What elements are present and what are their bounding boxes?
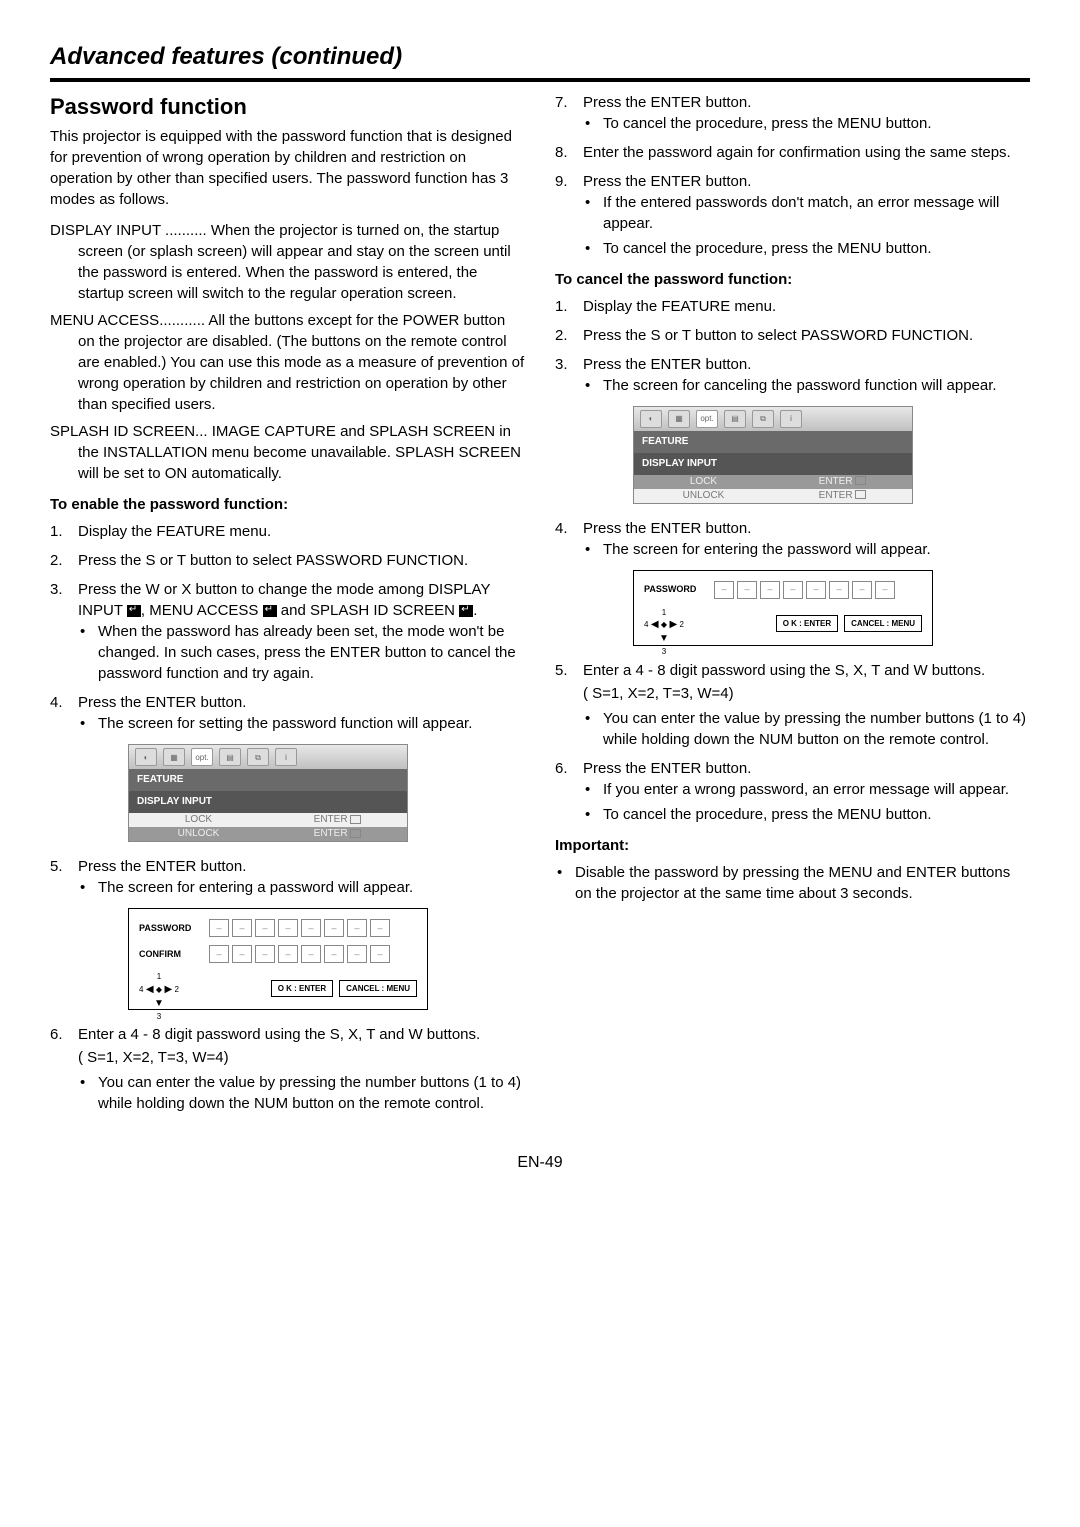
step-4-bullet: The screen for setting the password func… — [78, 713, 525, 734]
enter-icon — [855, 490, 866, 499]
feature-menu-lock: ◐ ▦ opt. ▤ ⧉ i FEATURE DISPLAY INPUT LOC… — [128, 744, 408, 842]
pwd-label: PASSWORD — [644, 583, 714, 596]
cancel-step-6-bullet-2: To cancel the procedure, press the MENU … — [583, 804, 1030, 825]
cancel-step-3-bullet: The screen for canceling the password fu… — [583, 375, 1030, 396]
cancel-button: CANCEL : MENU — [339, 980, 417, 997]
cancel-step-4-bullet: The screen for entering the password wil… — [583, 539, 1030, 560]
menu-item-lock-selected: LOCK ENTER — [634, 475, 912, 489]
page-header: Advanced features (continued) — [50, 40, 1030, 82]
menu-tabs: ◐ ▦ opt. ▤ ⧉ i — [634, 407, 912, 431]
cancel-step-4: Press the ENTER button. The screen for e… — [555, 518, 1030, 646]
intro-text: This projector is equipped with the pass… — [50, 126, 525, 210]
tab-icon: ▤ — [219, 748, 241, 766]
menu-header-display-input: DISPLAY INPUT — [129, 791, 407, 813]
step-2: Press the S or T button to select PASSWO… — [50, 550, 525, 571]
step-9: Press the ENTER button. If the entered p… — [555, 171, 1030, 259]
cancel-step-5-bullet: You can enter the value by pressing the … — [583, 708, 1030, 750]
tab-icon: ⧉ — [247, 748, 269, 766]
mode-label: MENU ACCESS........... — [50, 312, 205, 329]
tab-icon: ⧉ — [752, 410, 774, 428]
menu-item-lock: LOCK ENTER — [129, 813, 407, 827]
page-number: EN-49 — [50, 1152, 1030, 1174]
menu-item-unlock: UNLOCK ENTER — [634, 489, 912, 503]
cancel-step-6: Press the ENTER button. If you enter a w… — [555, 758, 1030, 825]
tab-icon-active: opt. — [191, 748, 213, 766]
step-6-bullet: You can enter the value by pressing the … — [78, 1072, 525, 1114]
important-heading: Important: — [555, 835, 1030, 856]
pwd-dashes: –––––––– — [714, 581, 895, 599]
step-1: Display the FEATURE menu. — [50, 521, 525, 542]
step-7-bullet: To cancel the procedure, press the MENU … — [583, 113, 1030, 134]
tab-icon: ▦ — [668, 410, 690, 428]
cancel-step-3: Press the ENTER button. The screen for c… — [555, 354, 1030, 504]
cancel-step-2: Press the S or T button to select PASSWO… — [555, 325, 1030, 346]
enter-icon — [350, 815, 361, 824]
tab-icon: i — [275, 748, 297, 766]
mode-splash-id: SPLASH ID SCREEN... IMAGE CAPTURE and SP… — [50, 421, 525, 484]
cancel-button: CANCEL : MENU — [844, 615, 922, 632]
step-4: Press the ENTER button. The screen for s… — [50, 692, 525, 842]
enter-icon — [350, 829, 361, 838]
enter-icon — [127, 605, 141, 617]
enter-icon — [263, 605, 277, 617]
tab-icon-active: opt. — [696, 410, 718, 428]
feature-menu-unlock: ◐ ▦ opt. ▤ ⧉ i FEATURE DISPLAY INPUT LOC… — [633, 406, 913, 504]
tab-icon: ▦ — [163, 748, 185, 766]
cancel-heading: To cancel the password function: — [555, 269, 1030, 290]
enter-icon — [459, 605, 473, 617]
ok-button: O K : ENTER — [776, 615, 838, 632]
step-9-bullet-2: To cancel the procedure, press the MENU … — [583, 238, 1030, 259]
menu-header-feature: FEATURE — [129, 769, 407, 791]
tab-icon: ◐ — [135, 748, 157, 766]
menu-tabs: ◐ ▦ opt. ▤ ⧉ i — [129, 745, 407, 769]
menu-item-unlock-selected: UNLOCK ENTER — [129, 827, 407, 841]
tab-icon: ◐ — [640, 410, 662, 428]
step-3-bullet: When the password has already been set, … — [78, 621, 525, 684]
tab-icon: i — [780, 410, 802, 428]
password-confirm-box: PASSWORD –––––––– CONFIRM –––––––– 1 — [128, 908, 428, 1010]
password-box: PASSWORD –––––––– 1 4◀◆▶2 ▼ 3 — [633, 570, 933, 646]
button-mapping: ( S=1, X=2, T=3, W=4) — [583, 683, 1030, 704]
step-5-bullet: The screen for entering a password will … — [78, 877, 525, 898]
menu-header-display-input: DISPLAY INPUT — [634, 453, 912, 475]
mode-menu-access: MENU ACCESS........... All the buttons e… — [50, 310, 525, 415]
mode-label: SPLASH ID SCREEN... — [50, 423, 208, 440]
enter-icon — [855, 476, 866, 485]
step-3: Press the W or X button to change the mo… — [50, 579, 525, 684]
ok-button: O K : ENTER — [271, 980, 333, 997]
step-8: Enter the password again for confirmatio… — [555, 142, 1030, 163]
cancel-step-6-bullet-1: If you enter a wrong password, an error … — [583, 779, 1030, 800]
cancel-step-5: Enter a 4 - 8 digit password using the S… — [555, 660, 1030, 750]
section-title: Password function — [50, 92, 525, 123]
button-mapping: ( S=1, X=2, T=3, W=4) — [78, 1047, 525, 1068]
step-9-bullet-1: If the entered passwords don't match, an… — [583, 192, 1030, 234]
step-5: Press the ENTER button. The screen for e… — [50, 856, 525, 1010]
mode-label: DISPLAY INPUT .......... — [50, 222, 207, 239]
pwd-dashes: –––––––– — [209, 919, 390, 937]
confirm-dashes: –––––––– — [209, 945, 390, 963]
tab-icon: ▤ — [724, 410, 746, 428]
pwd-label: PASSWORD — [139, 922, 209, 935]
mode-display-input: DISPLAY INPUT .......... When the projec… — [50, 220, 525, 304]
step-6: Enter a 4 - 8 digit password using the S… — [50, 1024, 525, 1114]
dpad-icon: 1 4◀◆▶2 ▼ 3 — [644, 607, 684, 641]
cancel-step-1: Display the FEATURE menu. — [555, 296, 1030, 317]
confirm-label: CONFIRM — [139, 948, 209, 961]
enable-heading: To enable the password function: — [50, 494, 525, 515]
menu-header-feature: FEATURE — [634, 431, 912, 453]
dpad-icon: 1 4◀◆▶2 ▼ 3 — [139, 971, 179, 1005]
left-column: Password function This projector is equi… — [50, 92, 525, 1123]
important-bullet: Disable the password by pressing the MEN… — [555, 862, 1030, 904]
right-column: Press the ENTER button. To cancel the pr… — [555, 92, 1030, 1123]
step-7: Press the ENTER button. To cancel the pr… — [555, 92, 1030, 134]
